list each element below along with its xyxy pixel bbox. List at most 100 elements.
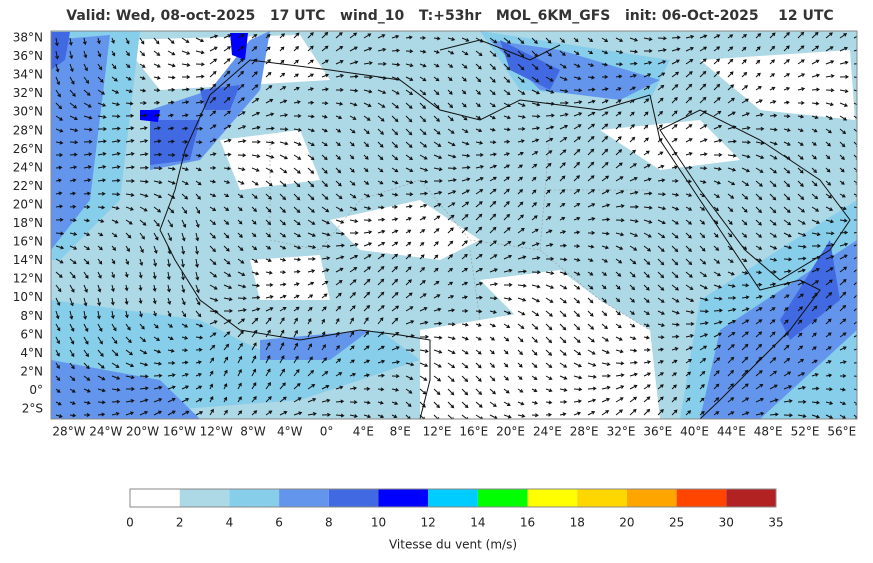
colorbar-tick-label: 20: [619, 516, 634, 530]
wind-arrow: [643, 323, 650, 328]
wind-arrow: [83, 178, 92, 183]
wind-arrow: [601, 297, 607, 303]
wind-arrow: [111, 411, 120, 416]
strong-wind: [140, 33, 248, 122]
wind-arrow: [307, 128, 315, 133]
wind-arrow: [713, 357, 721, 364]
wind-arrow: [307, 412, 317, 416]
wind-arrow: [111, 232, 118, 238]
wind-arrow: [349, 206, 358, 211]
wind-arrow: [755, 112, 764, 117]
wind-arrow: [349, 279, 357, 286]
latitude-label: 24°N: [13, 160, 43, 174]
wind-arrow: [601, 74, 609, 79]
wind-arrow: [685, 83, 693, 91]
wind-arrow: [139, 336, 147, 343]
wind-arrow: [517, 255, 527, 260]
longitude-label: 0°: [320, 425, 334, 439]
wind-arrow: [447, 154, 457, 159]
wind-arrow: [839, 141, 846, 148]
wind-arrow: [363, 266, 371, 273]
wind-arrow: [293, 86, 300, 91]
wind-arrow: [377, 253, 385, 260]
wind-arrow: [279, 59, 285, 65]
wind-arrow: [629, 61, 638, 66]
wind-arrow: [181, 245, 186, 255]
wind-arrow: [741, 258, 748, 263]
wind-arrow: [139, 410, 149, 416]
wind-arrow: [461, 253, 468, 260]
wind-arrow: [755, 343, 763, 351]
wind-arrow: [713, 166, 722, 171]
wind-arrow: [699, 358, 707, 364]
wind-arrow: [839, 33, 848, 39]
wind-arrow: [321, 167, 328, 174]
wind-arrow: [265, 193, 272, 200]
wind-arrow: [335, 413, 345, 418]
wind-arrow: [755, 270, 763, 275]
wind-arrow: [839, 332, 847, 338]
wind-arrow: [335, 317, 340, 325]
wind-arrow: [699, 58, 707, 65]
wind-arrow: [167, 50, 176, 56]
wind-arrow: [391, 62, 401, 67]
wind-arrow: [727, 167, 737, 172]
wind-arrow: [55, 323, 61, 332]
wind-arrow: [825, 206, 834, 211]
wind-arrow: [391, 331, 400, 338]
wind-arrow: [307, 59, 314, 65]
wind-arrow: [755, 295, 763, 299]
wind-arrow: [223, 343, 230, 351]
wind-arrow: [741, 411, 750, 416]
wind-arrow: [307, 219, 316, 225]
wind-arrow: [223, 284, 233, 290]
wind-arrow: [489, 102, 496, 108]
wind-arrow: [419, 334, 429, 339]
wind-arrow: [755, 59, 761, 65]
wind-arrow: [517, 401, 525, 406]
wind-arrow: [139, 206, 148, 212]
wind-arrow: [223, 396, 228, 403]
wind-arrow: [181, 284, 186, 294]
wind-arrow: [671, 124, 678, 130]
wind-arrow: [391, 360, 401, 365]
wind-arrow: [377, 291, 385, 299]
wind-arrow: [475, 76, 482, 83]
wind-arrow: [279, 33, 285, 39]
map-frame: [50, 30, 858, 420]
wind-arrow: [321, 357, 328, 364]
wind-arrow: [727, 206, 734, 213]
wind-arrow: [475, 37, 484, 43]
wind-arrow: [657, 232, 666, 239]
wind-arrow: [657, 347, 665, 352]
wind-arrow: [69, 191, 77, 196]
wind-arrow: [293, 282, 300, 287]
wind-arrow: [657, 36, 667, 41]
wind-arrow: [727, 245, 733, 251]
wind-arrow: [755, 141, 765, 145]
wind-arrow: [433, 36, 441, 41]
wind-arrow: [713, 271, 722, 277]
wind-arrow: [111, 284, 115, 293]
wind-arrow: [503, 254, 513, 260]
wind-arrow: [559, 362, 568, 368]
wind-arrow: [783, 86, 791, 91]
wind-arrow: [615, 99, 622, 104]
wind-arrow: [293, 127, 302, 132]
wind-arrow: [545, 113, 555, 118]
wind-arrow: [377, 102, 386, 108]
wind-arrow: [391, 180, 399, 185]
wind-arrow: [573, 349, 582, 356]
wind-arrow: [475, 295, 483, 300]
wind-arrow: [587, 37, 594, 43]
wind-arrow: [83, 205, 91, 209]
wind-arrow: [447, 128, 455, 134]
wind-arrow: [559, 284, 568, 290]
wind-arrow: [489, 164, 498, 169]
wind-arrow: [461, 89, 467, 95]
wind-arrow: [797, 167, 804, 174]
wind-arrow: [447, 190, 457, 195]
wind-arrow: [475, 89, 481, 95]
wind-arrow: [475, 102, 481, 108]
wind-arrow: [573, 88, 583, 93]
